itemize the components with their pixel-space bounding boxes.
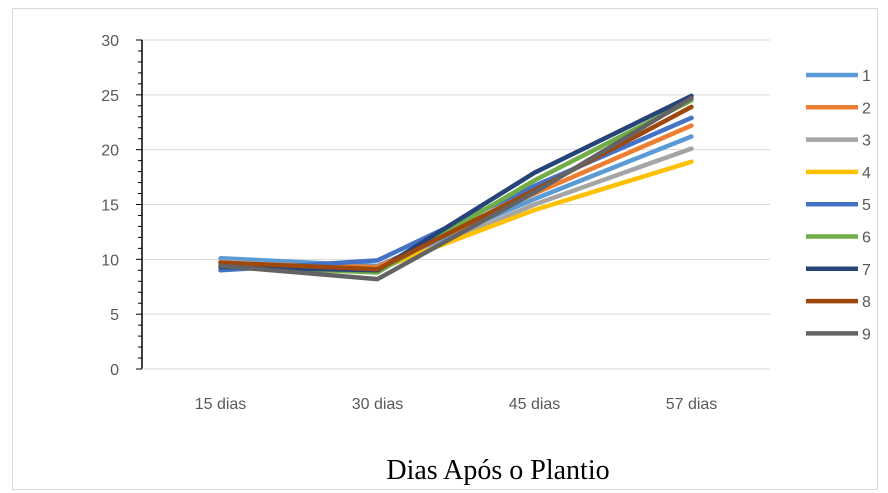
y-tick-label: 10 xyxy=(101,252,119,269)
series-line-9 xyxy=(218,95,694,282)
legend-label-2: 2 xyxy=(862,100,871,117)
y-tick-label: 30 xyxy=(101,33,119,50)
y-axis xyxy=(136,39,770,370)
series-lines xyxy=(218,93,694,282)
y-tick-label: 15 xyxy=(101,198,119,215)
x-axis-title: Dias Após o Plantio xyxy=(386,455,609,486)
series-line-7 xyxy=(218,93,694,273)
chart-frame xyxy=(12,8,878,490)
legend-label-1: 1 xyxy=(862,68,871,85)
legend-label-3: 3 xyxy=(862,133,871,150)
x-tick-label: 30 dias xyxy=(352,396,404,413)
series-line-6 xyxy=(218,98,694,275)
x-tick-label: 57 dias xyxy=(666,396,718,413)
y-tick-label: 25 xyxy=(101,88,119,105)
series-line-4 xyxy=(218,159,694,272)
y-tick-labels: 0 5 10 15 20 25 30 xyxy=(101,33,119,379)
y-tick-label: 5 xyxy=(110,307,119,324)
legend-label-8: 8 xyxy=(862,294,871,311)
legend-label-6: 6 xyxy=(862,230,871,247)
y-tick-label: 20 xyxy=(101,143,119,160)
legend: 1 2 3 4 5 6 7 8 9 xyxy=(806,68,871,343)
legend-label-4: 4 xyxy=(862,165,871,182)
x-tick-labels: 15 dias 30 dias 45 dias 57 dias xyxy=(195,396,718,413)
x-tick-label: 45 dias xyxy=(509,396,561,413)
gridlines xyxy=(142,39,770,315)
legend-label-9: 9 xyxy=(862,326,871,343)
y-tick-label: 0 xyxy=(110,362,119,379)
series-line-8 xyxy=(218,104,694,272)
x-tick-label: 15 dias xyxy=(195,396,247,413)
legend-label-7: 7 xyxy=(862,262,871,279)
legend-label-5: 5 xyxy=(862,197,871,214)
